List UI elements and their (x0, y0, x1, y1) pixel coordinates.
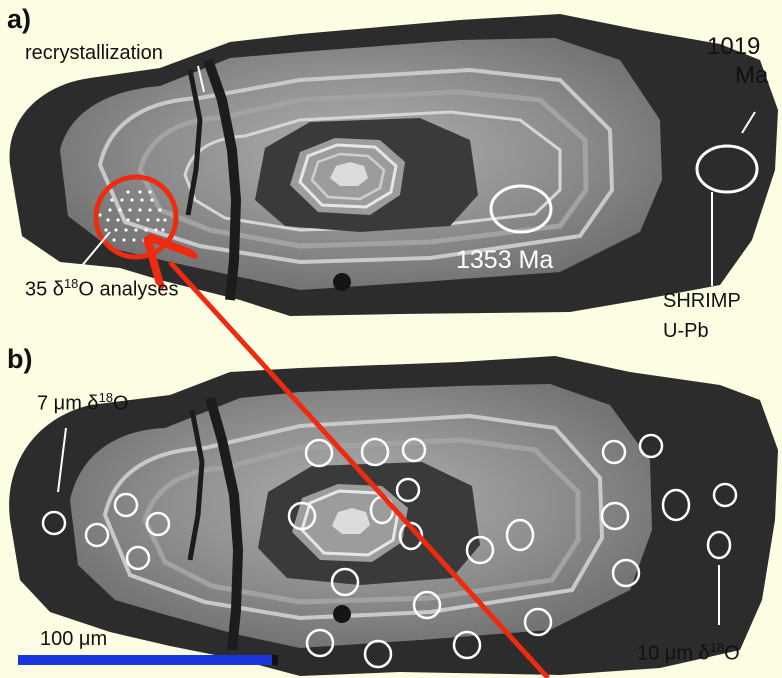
scale-bar (18, 655, 276, 665)
panel-a-label: a) (7, 4, 32, 34)
panel-b-grain (9, 356, 778, 676)
recrystallization-leader (197, 65, 205, 93)
shrimp-label: SHRIMP (663, 290, 741, 312)
analyses-label: 35 δ18O analyses (25, 276, 178, 302)
analyses-leader (79, 231, 111, 269)
spot10-label: 10 μm δ18O (637, 640, 740, 666)
analyses-prefix: 35 δ (25, 278, 64, 301)
core-age-label: 1353 Ma (456, 246, 554, 274)
rim-age-spot (695, 144, 759, 194)
recrystallization-label: recrystallization (25, 42, 163, 64)
core-age-spot (489, 184, 553, 234)
spot7-sup: 18 (98, 390, 114, 405)
spot10-prefix: 10 μm δ (637, 642, 710, 665)
spot7-prefix: 7 μm δ (37, 392, 99, 415)
red-arrow (170, 262, 550, 678)
rim-age-value: 1019 (707, 33, 761, 60)
rim-age-unit: Ma (735, 62, 769, 89)
spot10-sup: 18 (709, 640, 725, 655)
upb-label: U-Pb (663, 320, 709, 342)
d18o-spots-b (41, 433, 738, 669)
spot7-label: 7 μm δ18O (37, 390, 129, 416)
spot10-suffix: O (724, 642, 740, 665)
analyses-suffix: O analyses (78, 278, 179, 301)
rim-age-leader (741, 111, 756, 134)
panel-b-label: b) (7, 344, 33, 374)
spot7-suffix: O (113, 392, 129, 415)
panel-a-grain (9, 14, 778, 316)
spot7-leader (57, 427, 67, 493)
d18o-analysis-spots (96, 190, 167, 242)
scale-bar-label: 100 μm (40, 628, 108, 650)
highlight-circle (93, 174, 179, 260)
analyses-sup: 18 (63, 276, 79, 291)
